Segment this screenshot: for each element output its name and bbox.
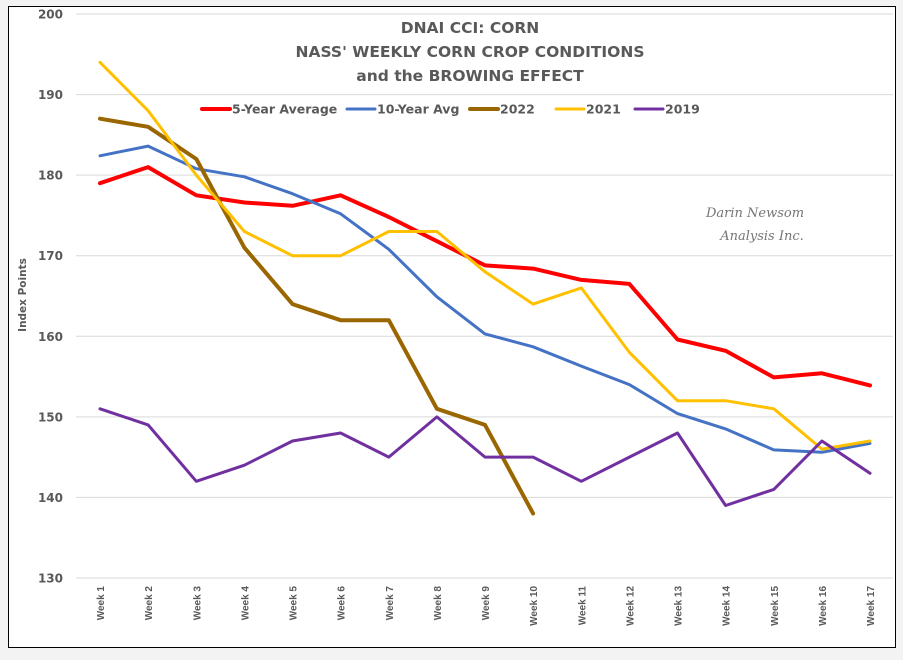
x-tick-label: Week 4 <box>240 586 251 621</box>
y-tick-label: 180 <box>38 169 63 183</box>
y-tick-label: 130 <box>38 572 63 586</box>
y-tick-label: 140 <box>38 491 63 505</box>
x-tick-label: Week 10 <box>529 586 540 626</box>
legend-label-2019: 2019 <box>665 102 700 117</box>
x-tick-label: Week 13 <box>674 586 685 626</box>
series-line-2021 <box>98 60 872 451</box>
y-tick-label: 190 <box>38 88 63 102</box>
series-line-5-year-average <box>98 165 872 388</box>
legend-label-5-year-average: 5-Year Average <box>232 102 337 117</box>
legend-label-10-year-avg: 10-Year Avg <box>377 102 459 117</box>
series-lines <box>98 60 872 516</box>
x-tick-label: Week 7 <box>385 586 396 621</box>
chart-title-line-2: NASS' WEEKLY CORN CROP CONDITIONS <box>295 43 644 61</box>
chart-title-line-3: and the BROWING EFFECT <box>356 67 584 85</box>
x-tick-label: Week 8 <box>433 586 444 621</box>
chart-title-line-1: DNAI CCI: CORN <box>401 19 540 37</box>
x-tick-label: Week 12 <box>625 586 636 626</box>
y-axis-ticks: 130 140 150 160 170 180 190 200 <box>38 8 63 586</box>
y-tick-label: 150 <box>38 410 63 424</box>
x-tick-label: Week 11 <box>577 586 588 626</box>
x-tick-label: Week 15 <box>770 586 781 626</box>
x-axis-ticks: Week 1 Week 2 Week 3 Week 4 Week 5 Week 6 Week… <box>96 586 877 626</box>
y-tick-label: 200 <box>38 8 63 22</box>
y-tick-label: 170 <box>38 249 63 263</box>
x-tick-label: Week 3 <box>192 586 203 621</box>
x-tick-label: Week 2 <box>144 586 155 621</box>
watermark-line-2: Analysis Inc. <box>719 229 804 244</box>
series-line-10-year-avg <box>98 144 872 454</box>
x-tick-label: Week 16 <box>818 586 829 626</box>
y-axis-label: Index Points <box>17 258 29 332</box>
series-line-2019 <box>98 407 872 507</box>
y-tick-label: 160 <box>38 330 63 344</box>
legend: 5-Year Average 10-Year Avg 2022 2021 2019 <box>200 102 700 117</box>
x-tick-label: Week 14 <box>722 586 733 626</box>
watermark-line-1: Darin Newsom <box>705 206 804 221</box>
legend-label-2022: 2022 <box>500 102 535 117</box>
x-tick-label: Week 1 <box>96 586 107 621</box>
x-tick-label: Week 9 <box>481 586 492 621</box>
gridlines <box>76 13 893 579</box>
chart-frame <box>8 6 896 648</box>
legend-label-2021: 2021 <box>586 102 621 117</box>
x-tick-label: Week 17 <box>866 586 877 626</box>
x-tick-label: Week 5 <box>289 586 300 621</box>
x-tick-label: Week 6 <box>337 586 348 621</box>
